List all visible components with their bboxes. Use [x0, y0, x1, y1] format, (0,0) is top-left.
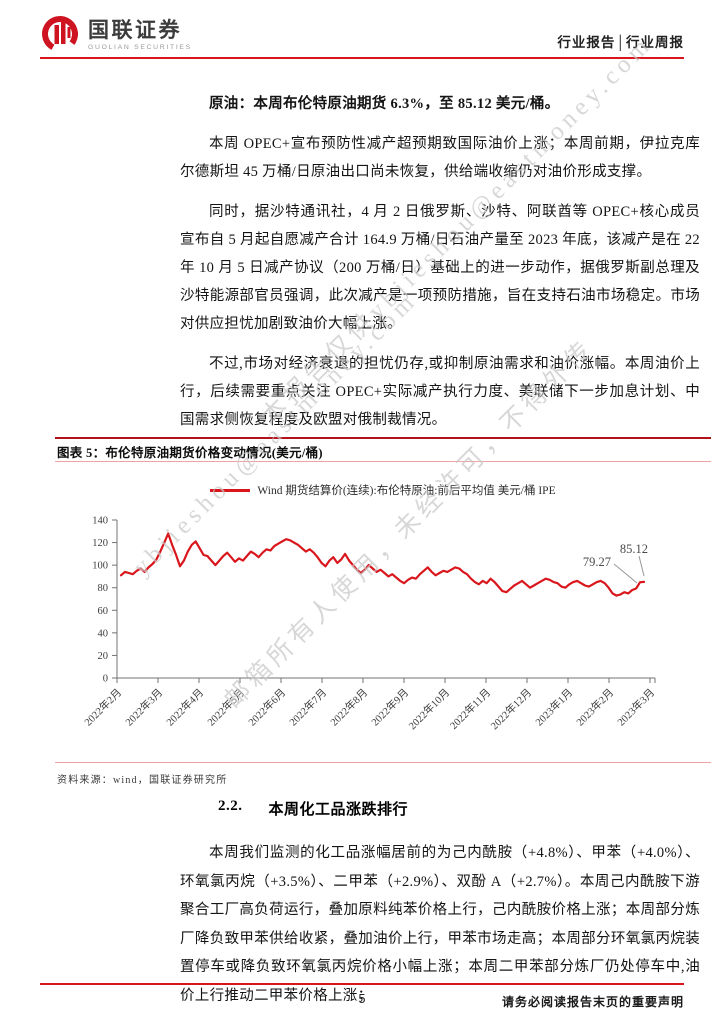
- figure-title-rule: [55, 461, 711, 462]
- chemicals-ranking-block: 本周我们监测的化工品涨幅居前的为己内酰胺（+4.8%）、甲苯（+4.0%）、环氧…: [180, 839, 700, 1010]
- page-number: 5: [358, 992, 366, 1006]
- svg-text:2023年1月: 2023年1月: [533, 686, 576, 729]
- logo-name-cn: 国联证券: [88, 19, 182, 42]
- svg-text:2022年2月: 2022年2月: [82, 686, 125, 729]
- svg-text:120: 120: [92, 538, 108, 549]
- footer-disclaimer: 请务必阅读报告末页的重要声明: [501, 995, 684, 1009]
- figure-top-rule: [55, 437, 711, 439]
- logo-name-en: GUOLIAN SECURITIES: [88, 44, 192, 51]
- header-rule: [40, 57, 684, 59]
- paragraph-voluntary-cut: 同时，据沙特通讯社，4 月 2 日俄罗斯、沙特、阿联酋等 OPEC+核心成员宣布…: [180, 204, 700, 332]
- svg-text:140: 140: [92, 516, 108, 527]
- paragraph-chemicals: 本周我们监测的化工品涨幅居前的为己内酰胺（+4.8%）、甲苯（+4.0%）、环氧…: [180, 845, 700, 1004]
- svg-text:20: 20: [98, 651, 109, 662]
- chart-legend: Wind 期货结算价(连续):布伦特原油:前后平均值 美元/桶 IPE: [55, 482, 711, 498]
- svg-text:2022年11月: 2022年11月: [447, 686, 493, 732]
- paragraph-oil-summary: 原油：本周布伦特原油期货 6.3%，至 85.12 美元/桶。: [209, 96, 560, 112]
- svg-text:2022年5月: 2022年5月: [205, 686, 248, 729]
- svg-text:0: 0: [103, 674, 108, 685]
- svg-text:60: 60: [98, 606, 109, 617]
- body-text-block: 原油：本周布伦特原油期货 6.3%，至 85.12 美元/桶。 本周 OPEC+…: [180, 90, 700, 446]
- svg-text:2023年2月: 2023年2月: [574, 686, 617, 729]
- company-logo: 国联证券 GUOLIAN SECURITIES: [40, 13, 192, 58]
- svg-text:2022年10月: 2022年10月: [406, 686, 452, 732]
- legend-line-swatch: [210, 488, 251, 492]
- figure-title: 图表 5：布伦特原油期货价格变动情况(美元/桶): [57, 446, 323, 460]
- legend-label: Wind 期货结算价(连续):布伦特原油:前后平均值 美元/桶 IPE: [257, 485, 556, 497]
- svg-text:2022年6月: 2022年6月: [246, 686, 289, 729]
- paragraph-outlook: 不过,市场对经济衰退的担忧仍存,或抑制原油需求和油价涨幅。本周油价上行，后续需要…: [180, 356, 700, 428]
- svg-text:2023年3月: 2023年3月: [615, 686, 658, 729]
- section-title: 本周化工品涨跌排行: [268, 802, 409, 818]
- figure-source: 资料来源：wind，国联证券研究所: [57, 775, 228, 786]
- svg-text:100: 100: [92, 561, 108, 572]
- section-number: 2.2.: [218, 798, 243, 814]
- svg-text:2022年8月: 2022年8月: [328, 686, 371, 729]
- chart-annotations: 79.27 85.12: [583, 542, 648, 584]
- logo-text: 国联证券 GUOLIAN SECURITIES: [88, 19, 192, 52]
- paragraph-opec-supply: 本周 OPEC+宣布预防性减产超预期致国际油价上涨；本周前期，伊拉克库尔德斯坦 …: [180, 136, 700, 180]
- footer-rule: [40, 983, 684, 985]
- section-heading: 2.2. 本周化工品涨跌排行: [218, 798, 408, 819]
- svg-text:79.27: 79.27: [583, 555, 611, 569]
- svg-text:2022年12月: 2022年12月: [488, 686, 534, 732]
- figure-bottom-rule: [55, 762, 711, 763]
- svg-text:2022年4月: 2022年4月: [164, 686, 207, 729]
- svg-text:85.12: 85.12: [620, 542, 648, 556]
- svg-text:80: 80: [98, 583, 109, 594]
- svg-text:2022年7月: 2022年7月: [287, 686, 330, 729]
- page-header: 国联证券 GUOLIAN SECURITIES 行业报告│行业周报: [40, 13, 684, 57]
- price-line-series: [119, 532, 646, 597]
- svg-text:40: 40: [98, 628, 109, 639]
- svg-text:2022年9月: 2022年9月: [369, 686, 412, 729]
- report-type-label: 行业报告│行业周报: [557, 35, 684, 50]
- svg-text:2022年3月: 2022年3月: [123, 686, 166, 729]
- logo-icon: [40, 13, 80, 58]
